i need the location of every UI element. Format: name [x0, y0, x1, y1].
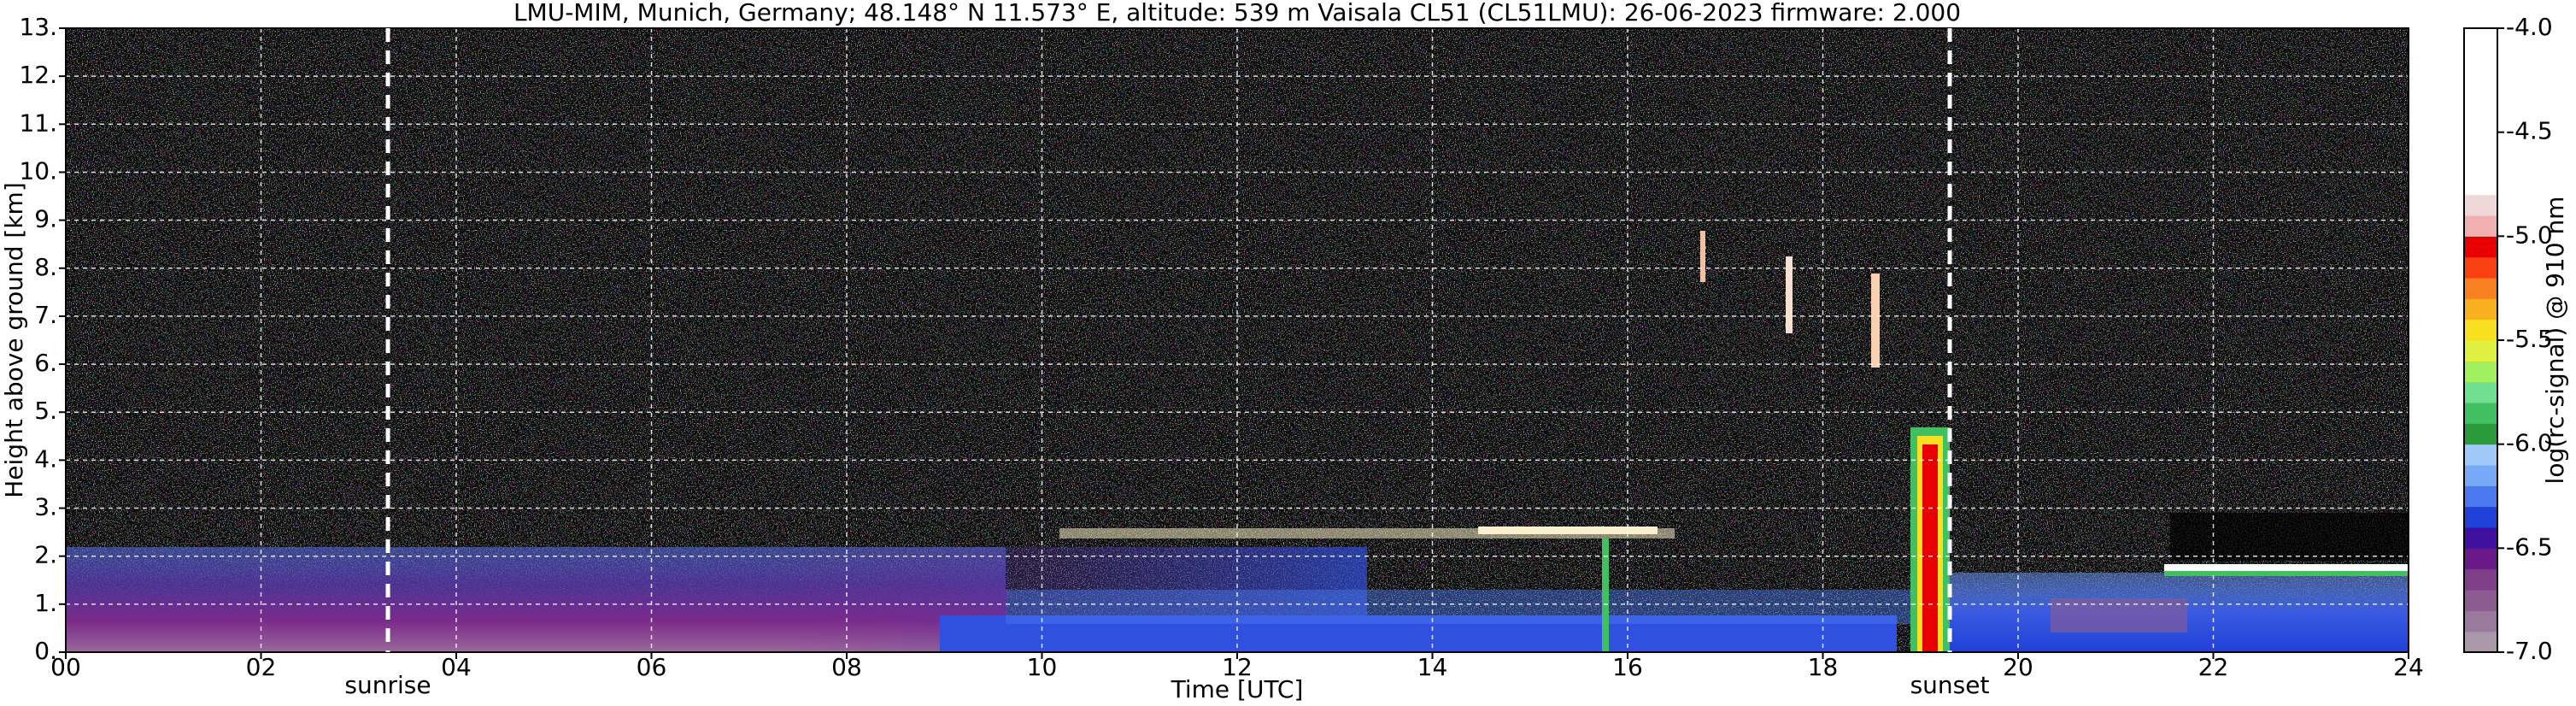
colorbar-swatch: [2464, 465, 2497, 486]
colorbar-swatch: [2464, 215, 2497, 237]
x-tick-label: 18: [1808, 653, 1839, 681]
y-tick-label: 2.: [34, 541, 57, 569]
colorbar-swatch: [2464, 548, 2497, 570]
x-tick-label: 00: [50, 653, 81, 681]
colorbar-swatch: [2464, 194, 2497, 216]
y-tick-label: 8.: [34, 253, 57, 281]
y-tick-label: 5.: [34, 397, 57, 425]
y-axis-label: Height above ground [km]: [0, 182, 28, 498]
x-tick-label: 24: [2393, 653, 2424, 681]
colorbar-swatch: [2464, 485, 2497, 508]
colorbar-tick-label: -6.0: [2506, 429, 2553, 457]
colorbar-swatch: [2464, 153, 2497, 174]
x-tick-label: 16: [1612, 653, 1643, 681]
colorbar-swatch: [2464, 236, 2497, 258]
colorbar-swatch: [2464, 111, 2497, 133]
colorbar-swatch: [2464, 319, 2497, 341]
colorbar-swatch: [2464, 361, 2497, 383]
colorbar-tick-label: -5.0: [2506, 221, 2553, 249]
y-tick-label: 1.: [34, 589, 57, 617]
colorbar-swatch: [2464, 298, 2497, 321]
y-tick-label: 7.: [34, 301, 57, 329]
colorbar-swatch: [2464, 91, 2497, 112]
x-tick-label: 10: [1027, 653, 1058, 681]
y-tick-label: 12.: [19, 61, 57, 89]
y-tick-label: 9.: [34, 205, 57, 233]
y-tick-label: 6.: [34, 349, 57, 377]
x-tick-label: 04: [441, 653, 472, 681]
colorbar-swatch: [2464, 444, 2497, 466]
colorbar-swatch: [2464, 506, 2497, 528]
y-tick-label: 10.: [19, 156, 57, 185]
x-tick-label: 20: [2003, 653, 2033, 681]
x-axis-label: Time [UTC]: [1171, 675, 1304, 703]
colorbar-swatch: [2464, 610, 2497, 632]
y-tick-label: 11.: [19, 109, 57, 137]
colorbar-label: log(rc-signal) @ 910 nm: [2541, 197, 2569, 485]
colorbar-swatch: [2464, 403, 2497, 424]
colorbar-swatch: [2464, 278, 2497, 299]
colorbar-tick-label: -4.0: [2506, 13, 2553, 41]
annotation-label: sunrise: [344, 671, 431, 699]
x-tick-label: 12: [1222, 653, 1253, 681]
colorbar-swatch: [2464, 631, 2497, 653]
colorbar-swatch: [2464, 423, 2497, 445]
chart-title: LMU-MIM, Munich, Germany; 48.148° N 11.5…: [513, 0, 1961, 26]
annotation-label: sunset: [1910, 671, 1990, 699]
colorbar-swatch: [2464, 590, 2497, 611]
colorbar-swatch: [2464, 69, 2497, 91]
x-tick-label: 08: [831, 653, 862, 681]
x-tick-label: 02: [246, 653, 277, 681]
colorbar-tick-label: -6.5: [2506, 532, 2553, 561]
colorbar-swatch: [2464, 174, 2497, 196]
colorbar-tick-label: -5.5: [2506, 325, 2553, 353]
colorbar-tick-label: -7.0: [2506, 637, 2553, 665]
y-tick-label: 3.: [34, 493, 57, 521]
colorbar-swatch: [2464, 340, 2497, 362]
colorbar-swatch: [2464, 28, 2497, 50]
colorbar-swatch: [2464, 132, 2497, 154]
x-tick-label: 14: [1417, 653, 1448, 681]
y-tick-label: 13.: [19, 13, 57, 41]
colorbar-swatch: [2464, 256, 2497, 279]
x-tick-label: 06: [637, 653, 667, 681]
colorbar-swatch: [2464, 381, 2497, 403]
y-tick-label: 4.: [34, 444, 57, 473]
colorbar-swatch: [2464, 527, 2497, 549]
colorbar-swatch: [2464, 568, 2497, 591]
y-tick-label: 0.: [34, 637, 57, 665]
x-tick-label: 22: [2198, 653, 2229, 681]
colorbar-tick-label: -4.5: [2506, 117, 2553, 145]
colorbar-swatch: [2464, 49, 2497, 71]
